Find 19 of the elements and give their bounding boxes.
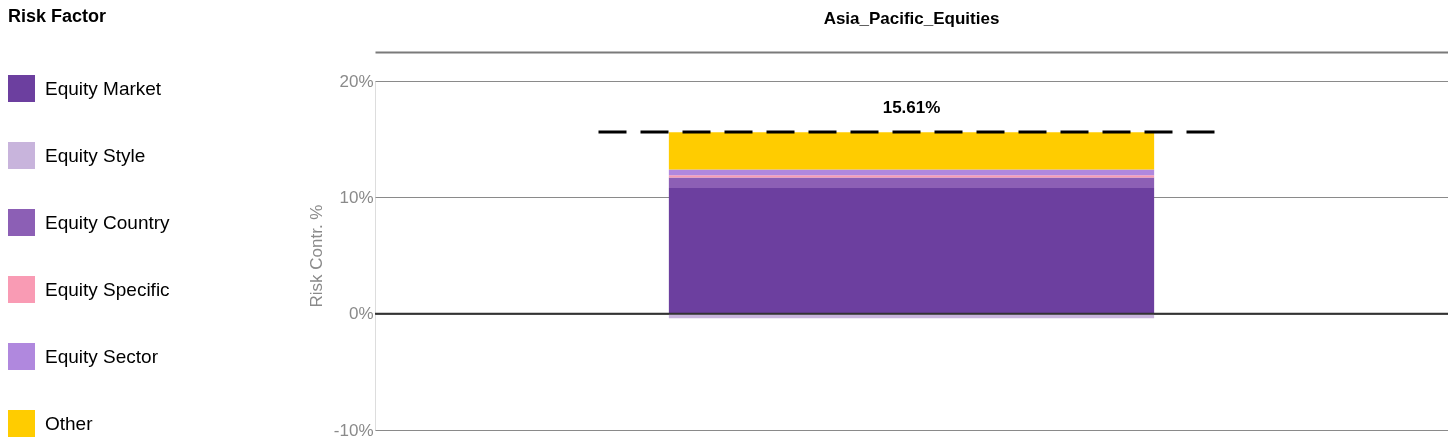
y-tick-label: 0% [348,304,374,324]
chart-title: Asia_Pacific_Equities [823,9,1000,28]
bar [668,169,1155,176]
legend-label: Equity Sector [45,345,159,367]
bar [668,188,1155,314]
legend-label: Equity Country [45,211,171,233]
y-tick-label: -10% [333,420,374,440]
legend-label: Other [45,412,94,434]
ref-line-label: 15.61% [882,98,941,118]
y-tick-label: 20% [339,71,374,91]
bar [668,175,1155,178]
y-tick-label: 10% [339,187,374,207]
legend-label: Equity Market [45,77,162,99]
bar [668,177,1155,189]
bar [668,132,1155,170]
legend-label: Equity Style [45,144,146,166]
legend-title: Risk Factor [8,6,107,26]
legend-label: Equity Specific [45,278,170,300]
y-axis-title: Risk Contr. % [306,204,326,308]
